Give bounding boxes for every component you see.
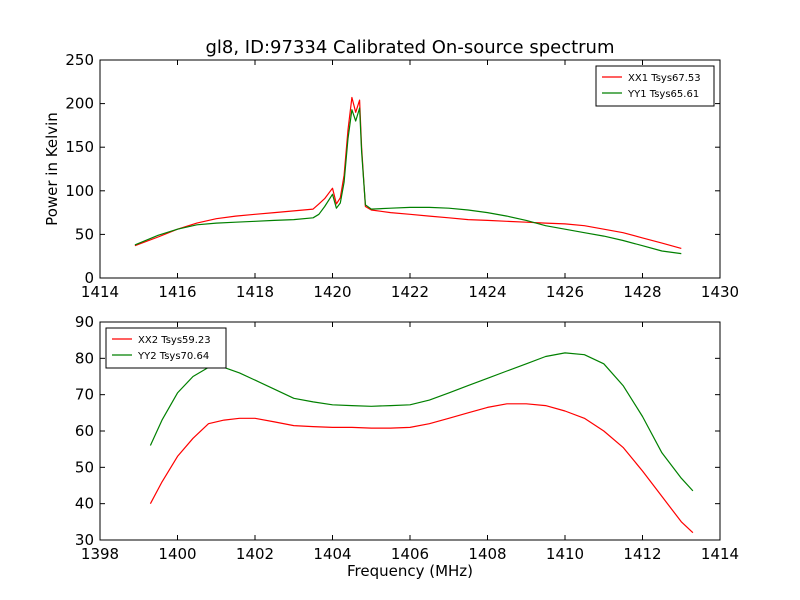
x-tick-label: 1428 [623,283,661,301]
upper-panel: 1414 1416 1418 1420 1422 1424 1426 1428 1430 0 50 1… [43,51,739,301]
x-tick-label: 1430 [701,283,739,301]
y-tick-label: 0 [84,269,94,287]
y-tick-label: 70 [75,386,94,404]
x-tick-label: 1420 [313,283,351,301]
series-line-red [149,403,694,534]
y-tick-label: 250 [65,51,94,69]
y-tick-label: 200 [65,95,94,113]
x-tick-label: 1424 [468,283,506,301]
x-tick-label: 1406 [391,545,429,563]
x-tick-label: 1404 [313,545,351,563]
legend-box [595,65,715,107]
x-tick-label: 1416 [158,283,196,301]
y-tick-label: 40 [75,495,94,513]
legend-entry: YY1 Tsys65.61 [627,89,699,100]
x-tick-label: 1410 [546,545,584,563]
series-line-green [134,107,682,255]
x-tick-label: 1414 [701,545,739,563]
x-tick-label: 1402 [236,545,274,563]
y-tick-label: 30 [75,531,94,549]
x-axis-label: Frequency (MHz) [347,562,473,580]
y-tick-label: 50 [75,225,94,243]
y-tick-label: 90 [75,313,94,331]
y-axis-label: Power in Kelvin [43,112,61,226]
legend-box [105,327,227,369]
x-tick-label: 1412 [623,545,661,563]
x-tick-label: 1400 [158,545,196,563]
chart-title: gl8, ID:97334 Calibrated On-source spect… [205,37,614,58]
x-tick-label: 1422 [391,283,429,301]
x-tick-label: 1426 [546,283,584,301]
y-tick-label: 80 [75,349,94,367]
legend-entry: XX1 Tsys67.53 [628,73,701,84]
x-tick-label: 1408 [468,545,506,563]
y-tick-label: 100 [65,182,94,200]
series-line-red [134,96,682,249]
x-tick-label: 1418 [236,283,274,301]
y-tick-label: 150 [65,138,94,156]
x-tick-label: 1414 [81,283,119,301]
y-tick-label: 50 [75,458,94,476]
legend-entry: YY2 Tsys70.64 [137,351,209,362]
legend: XX2 Tsys59.23 YY2 Tsys70.64 [105,327,227,369]
x-tick-label: 1398 [81,545,119,563]
lower-panel: 1398 1400 1402 1404 1406 1408 1410 1412 1414 30 40… [75,313,739,580]
legend: XX1 Tsys67.53 YY1 Tsys65.61 [595,65,715,107]
series-line-green [149,352,694,492]
legend-entry: XX2 Tsys59.23 [138,335,211,346]
y-tick-label: 60 [75,422,94,440]
